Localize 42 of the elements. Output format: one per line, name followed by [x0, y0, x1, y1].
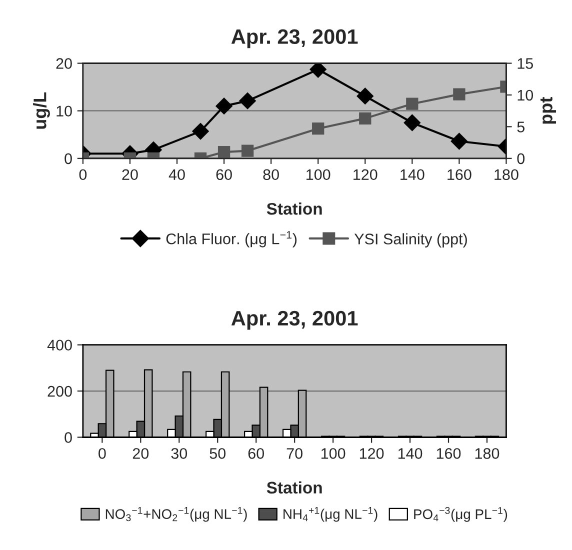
- x-tick-label: 100: [306, 169, 330, 180]
- x-tick-label: 70: [286, 448, 302, 459]
- legend-label: Chla Fluor. (μg L$^{−1}$): [166, 231, 297, 248]
- chart-title: Apr. 23, 2001: [231, 310, 358, 330]
- x-tick-label: 140: [400, 169, 424, 180]
- x-tick-label: 60: [216, 169, 232, 180]
- y-tick-label: 0: [64, 432, 72, 443]
- x-tick-label: 20: [122, 169, 138, 180]
- x-tick-label: 160: [436, 448, 461, 459]
- x-tick-label: 40: [168, 169, 185, 180]
- x-tick-label: 80: [263, 169, 279, 180]
- y2-tick-label: 15: [518, 58, 533, 69]
- x-tick-label: 120: [360, 448, 384, 459]
- x-axis-title: Station: [266, 481, 322, 494]
- x-tick-label: 140: [398, 448, 422, 459]
- legend-label: NH$_{4}$$^{+1}$(μg NL$^{−1}$): [284, 507, 378, 522]
- x-tick-label: 50: [210, 448, 226, 459]
- y-tick-label: 200: [48, 386, 72, 397]
- x-tick-label: 100: [321, 448, 346, 459]
- y-axis-title: ug/L: [33, 92, 50, 129]
- legend-label: YSI Salinity (ppt): [354, 233, 467, 248]
- x-tick-label: 20: [132, 448, 149, 459]
- y2-tick-label: 0: [517, 153, 525, 164]
- x-tick-label: 0: [98, 448, 106, 459]
- x-tick-label: 120: [354, 169, 378, 180]
- y2-tick-label: 10: [518, 90, 534, 101]
- x-axis-title: Station: [266, 202, 322, 215]
- y2-axis-title: ppt: [540, 97, 556, 124]
- y-tick-label: 20: [56, 58, 72, 69]
- text: NO$_{3}$$^{−1}$+NO$_{2}$$^{−1}$(μg NL$^{−1}$): [106, 507, 247, 522]
- x-tick-label: 180: [475, 448, 500, 459]
- x-tick-label: 0: [79, 169, 87, 180]
- y-tick-label: 10: [56, 106, 72, 117]
- x-tick-label: 180: [494, 169, 518, 180]
- legend-label: PO$_{4}$$^{−3}$(μg PL$^{−1}$): [414, 507, 508, 522]
- y-tick-label: 0: [64, 153, 72, 164]
- y-tick-label: 400: [47, 340, 72, 351]
- x-tick-label: 60: [248, 448, 264, 459]
- chart-title: Apr. 23, 2001: [231, 29, 358, 48]
- y2-tick-label: 5: [517, 122, 524, 132]
- x-tick-label: 30: [171, 448, 188, 459]
- x-tick-label: 160: [448, 169, 472, 180]
